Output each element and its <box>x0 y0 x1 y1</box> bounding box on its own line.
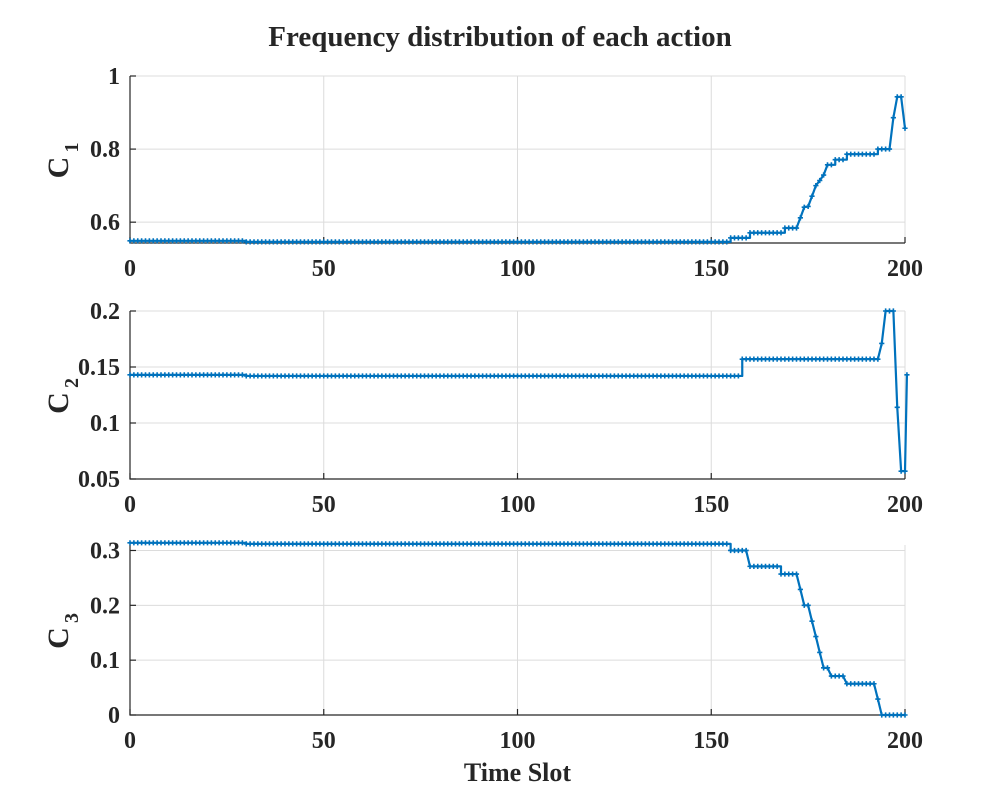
data-point <box>735 373 741 379</box>
data-point <box>793 225 800 231</box>
data-point <box>875 356 881 362</box>
x-tick-label: 0 <box>124 256 136 282</box>
data-point <box>778 230 784 236</box>
data-point <box>875 696 881 702</box>
y-axis-label: C2 <box>42 378 83 414</box>
y-axis-label-subscript: 2 <box>61 378 83 388</box>
y-axis-label: C3 <box>42 613 83 649</box>
y-tick-label: 0.2 <box>90 299 120 325</box>
y-tick-label: 0.6 <box>90 210 120 236</box>
data-point <box>840 673 846 679</box>
data-point <box>840 157 846 163</box>
data-point <box>797 586 803 593</box>
data-point <box>871 681 877 687</box>
x-tick-label: 50 <box>312 256 336 282</box>
data-point <box>828 162 834 168</box>
data-point <box>890 115 896 121</box>
figure-title: Frequency distribution of each action <box>268 21 731 53</box>
data-point <box>813 633 819 640</box>
series-markers <box>127 94 908 245</box>
data-point <box>805 203 811 210</box>
data-point <box>871 151 877 157</box>
x-tick-label: 50 <box>312 492 336 518</box>
y-axis-label-subscript: 3 <box>61 613 83 623</box>
y-axis-label-main: C <box>42 392 75 414</box>
data-point <box>824 665 831 671</box>
y-tick-label: 0.05 <box>78 467 120 493</box>
x-tick-label: 200 <box>887 256 923 282</box>
x-tick-label: 0 <box>124 492 136 518</box>
data-point <box>743 235 749 241</box>
data-point <box>813 183 819 189</box>
x-tick-label: 150 <box>693 728 729 754</box>
x-tick-label: 0 <box>124 728 136 754</box>
x-tick-label: 100 <box>500 728 536 754</box>
data-point <box>817 649 823 656</box>
data-point <box>894 404 900 410</box>
data-point <box>898 94 904 100</box>
data-point <box>774 563 780 569</box>
y-tick-label: 0.8 <box>90 137 120 163</box>
y-axis-label-main: C <box>42 627 75 649</box>
data-point <box>239 372 245 378</box>
data-point <box>902 468 908 474</box>
y-tick-label: 0.1 <box>90 411 120 437</box>
y-tick-label: 0.2 <box>90 593 120 619</box>
x-tick-label: 150 <box>693 492 729 518</box>
x-axis-label: Time Slot <box>464 758 571 787</box>
data-point <box>809 193 815 199</box>
x-tick-label: 200 <box>887 492 923 518</box>
data-point <box>809 618 815 624</box>
data-point <box>902 125 908 131</box>
y-tick-label: 1 <box>108 64 120 90</box>
y-tick-label: 0.15 <box>78 355 120 381</box>
data-point <box>797 215 803 221</box>
data-point <box>902 712 908 718</box>
y-tick-label: 0.1 <box>90 648 120 674</box>
data-point <box>886 146 893 152</box>
data-point <box>879 340 885 347</box>
data-point <box>724 541 730 547</box>
series-line <box>130 309 909 473</box>
x-tick-label: 100 <box>500 256 536 282</box>
x-tick-label: 150 <box>693 256 729 282</box>
x-tick-label: 100 <box>500 492 536 518</box>
data-point <box>890 308 896 314</box>
series-markers <box>127 540 908 718</box>
data-point <box>805 602 811 608</box>
data-point <box>239 540 245 546</box>
x-tick-label: 200 <box>887 728 923 754</box>
y-axis-label: C1 <box>42 143 83 179</box>
data-point <box>239 238 245 244</box>
data-point <box>817 177 823 184</box>
data-point <box>821 172 827 178</box>
y-axis-label-main: C <box>42 157 75 179</box>
data-point <box>904 372 910 378</box>
data-point <box>793 571 800 577</box>
data-point <box>724 239 730 245</box>
y-tick-label: 0.3 <box>90 538 120 564</box>
y-axis-label-subscript: 1 <box>61 143 83 153</box>
y-tick-label: 0 <box>108 703 120 729</box>
data-point <box>743 547 749 554</box>
series-markers <box>127 308 910 474</box>
x-tick-label: 50 <box>312 728 336 754</box>
